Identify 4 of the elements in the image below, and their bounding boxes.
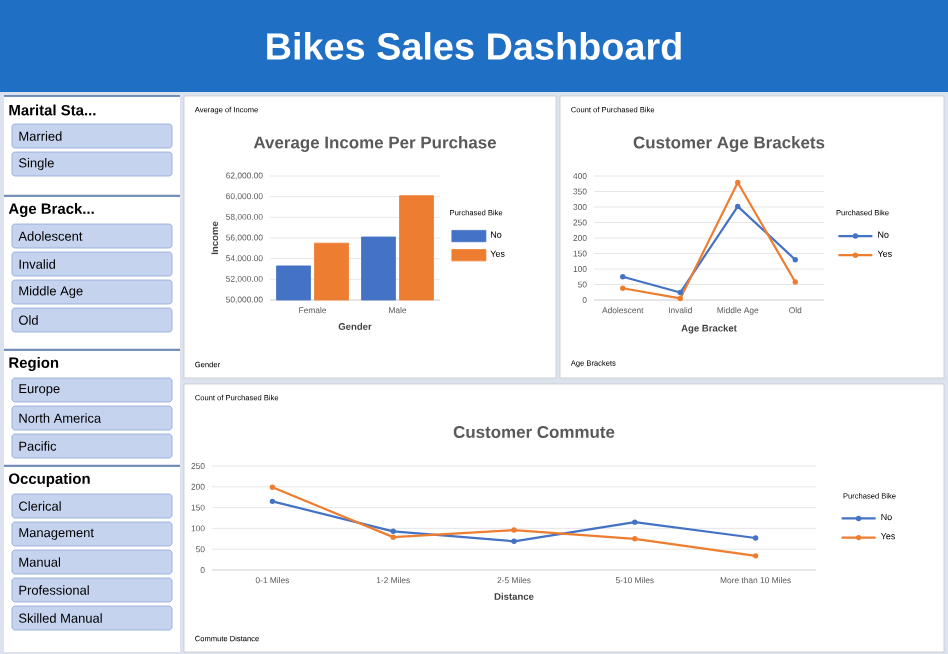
chart-title: Customer Commute bbox=[453, 426, 615, 438]
chart-title: Average Income Per Purchase bbox=[253, 136, 496, 152]
chart-title: Customer Age Brackets bbox=[633, 136, 825, 152]
text: Bikes Sales Dashboard bbox=[267, 32, 681, 60]
